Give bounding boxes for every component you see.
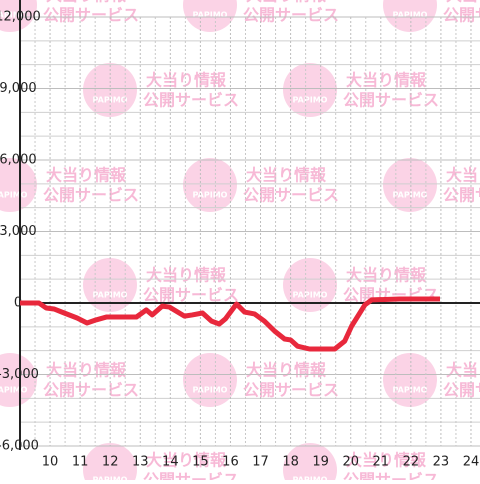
watermark-circle	[183, 353, 237, 407]
x-tick-label: 12	[102, 455, 119, 470]
watermark-text: 公開サービス	[343, 91, 439, 110]
watermark-text: 公開サービス	[43, 186, 139, 205]
watermark-text: 公開サービス	[143, 91, 239, 110]
watermark-logo: PAPIMO	[0, 386, 28, 395]
watermark-text: 大当り情報	[146, 266, 227, 285]
watermark-text: 大当り情報	[46, 0, 127, 5]
watermark-circle	[283, 63, 337, 117]
watermark-logo: PAPIMO	[393, 11, 428, 20]
x-tick-label: 21	[373, 455, 390, 470]
x-tick-label: 16	[222, 455, 239, 470]
watermark-text: 公開サービス	[143, 471, 239, 481]
y-tick-label: 9,000	[0, 81, 37, 96]
watermark-circle	[283, 258, 337, 312]
watermark-text: 公開サービス	[243, 6, 339, 25]
y-tick-label: -3,000	[0, 367, 39, 382]
y-tick-label: 12,000	[0, 10, 41, 25]
x-tick-label: 13	[132, 455, 149, 470]
watermark-logo: PAPIMO	[293, 476, 328, 481]
watermark-logo: PAPIMO	[193, 386, 228, 395]
watermark-circle	[83, 443, 137, 484]
watermark-text: 公開サービス	[443, 6, 480, 25]
watermark-circle	[383, 353, 437, 407]
y-tick-label: 0	[14, 296, 22, 311]
y-tick-label: 6,000	[0, 153, 37, 168]
watermark-logo: PAPIMO	[393, 191, 428, 200]
x-tick-label: 18	[282, 455, 299, 470]
watermark-text: 公開サービス	[343, 471, 439, 481]
watermark-logo: PAPIMO	[393, 386, 428, 395]
watermark-circle	[383, 158, 437, 212]
watermark-logo: PAPIMO	[193, 11, 228, 20]
watermark-text: 大当り情報	[346, 451, 427, 470]
watermark-logo: PAPIMO	[293, 96, 328, 105]
watermark-logo: PAPIMO	[93, 476, 128, 481]
watermark-text: 大当り情報	[446, 0, 480, 5]
watermark-logo: PAPIMO	[0, 11, 28, 20]
x-tick-label: 10	[42, 455, 59, 470]
watermark-text: 大当り情報	[346, 71, 427, 90]
watermark-logo: PAPIMO	[93, 96, 128, 105]
y-tick-label: -6,000	[0, 439, 39, 454]
watermark-text: 大当り情報	[146, 71, 227, 90]
watermark-circle	[283, 443, 337, 484]
x-tick-label: 11	[72, 455, 89, 470]
watermark-text: 公開サービス	[43, 381, 139, 400]
watermark-circle	[383, 0, 437, 32]
x-tick-label: 22	[403, 455, 420, 470]
watermark-text: 公開サービス	[43, 6, 139, 25]
x-tick-label: 14	[162, 455, 179, 470]
watermark-logo: PAPIMO	[293, 291, 328, 300]
x-tick-label: 24	[463, 455, 480, 470]
watermark-text: 大当り情報	[346, 266, 427, 285]
watermark-circle	[0, 158, 37, 212]
watermark-text: 大当り情報	[146, 451, 227, 470]
watermark-text: 公開サービス	[443, 381, 480, 400]
x-tick-label: 15	[192, 455, 209, 470]
watermark-circle	[0, 0, 37, 32]
plot	[20, 296, 441, 352]
data-line	[20, 296, 441, 352]
x-tick-label: 19	[312, 455, 329, 470]
watermark-circle	[0, 353, 37, 407]
x-tick-label: 17	[252, 455, 269, 470]
watermark-text: 公開サービス	[443, 186, 480, 205]
watermark-text: 大当り情報	[46, 361, 127, 380]
watermark-circle	[183, 158, 237, 212]
watermark-text: 大当り情報	[46, 166, 127, 185]
y-tick-label: 3,000	[0, 224, 37, 239]
x-tick-label: 23	[433, 455, 450, 470]
watermark-text: 大当り情報	[446, 166, 480, 185]
watermark-logo: PAPIMO	[193, 191, 228, 200]
watermark-text: 大当り情報	[246, 166, 327, 185]
watermark-text: 大当り情報	[246, 0, 327, 5]
x-tick-label: 20	[342, 455, 359, 470]
grid: -6,000 -3,000 0 3,000 6,000 9,000 12,000 10 11 12…	[0, 0, 480, 470]
watermark-text: 大当り情報	[446, 361, 480, 380]
watermark-logo: PAPIMO	[0, 191, 28, 200]
watermark-circle	[183, 0, 237, 32]
watermark-text: 大当り情報	[246, 361, 327, 380]
watermark-text: 公開サービス	[143, 286, 239, 305]
